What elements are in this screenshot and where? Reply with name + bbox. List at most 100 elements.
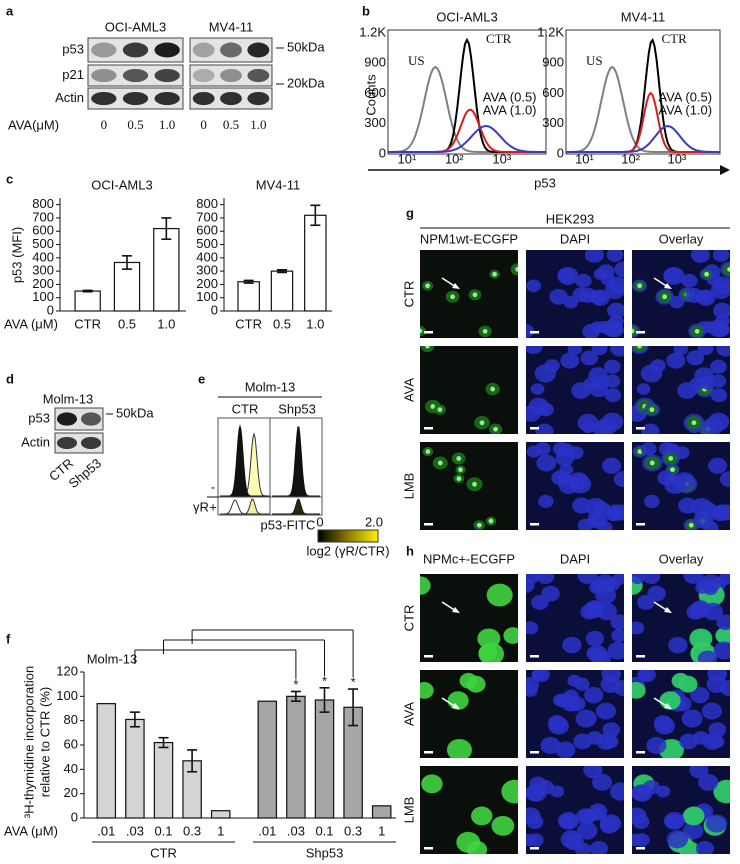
curve-label: CTR <box>661 31 687 46</box>
y-tick-label: 300 <box>32 263 54 278</box>
nucleus <box>602 457 622 474</box>
x-tick-label: .01 <box>258 823 276 838</box>
chart-title: MV4-11 <box>256 177 301 192</box>
x-tick-label: .01 <box>97 823 115 838</box>
nucleus <box>640 364 663 383</box>
x-tick-label: CTR <box>74 316 101 331</box>
nucleus <box>606 250 624 262</box>
blot-band <box>220 68 242 83</box>
nucleus <box>642 574 661 585</box>
nucleus <box>537 402 554 417</box>
nucleus <box>583 377 598 390</box>
significance-mark: * <box>293 677 298 692</box>
nucleus <box>589 840 609 854</box>
gfp-nucleus <box>420 346 435 353</box>
micrograph <box>526 766 624 854</box>
blot-band <box>154 42 180 58</box>
blot-band <box>81 412 101 426</box>
nucleus <box>706 675 727 693</box>
dose-label: 0.5 <box>223 117 239 132</box>
column-label: NPMc+-ECGFP <box>423 551 515 566</box>
gfp-nucleus <box>420 325 426 337</box>
blot-row-label: p21 <box>62 67 84 82</box>
blot-band <box>91 68 117 83</box>
gfp-spot <box>490 386 496 392</box>
histogram <box>220 498 270 515</box>
image-background <box>420 346 518 434</box>
nucleus <box>540 736 561 755</box>
size-marker: 50kDa <box>116 405 154 420</box>
row-label: LMB <box>401 797 416 824</box>
gfp-spot <box>649 460 655 466</box>
nucleus <box>646 736 667 755</box>
plot-title: OCI-AML3 <box>436 9 497 24</box>
column-label: Overlay <box>659 551 704 566</box>
column-label: DAPI <box>560 551 590 566</box>
gfp-spot <box>492 271 497 277</box>
gfp-nucleus <box>510 263 518 276</box>
blot-band <box>220 42 242 58</box>
nucleus <box>713 641 730 660</box>
scale-bar <box>636 655 645 658</box>
nucleus <box>536 574 555 585</box>
blot-row-label: p53 <box>28 410 50 425</box>
nucleus <box>530 383 545 395</box>
micrograph <box>526 346 624 434</box>
nucleus <box>532 670 550 683</box>
axis-title: AVA (μM) <box>4 316 58 331</box>
gfp-spot <box>632 328 635 334</box>
x-tick-label: 1 <box>378 823 385 838</box>
nucleus <box>536 454 557 472</box>
gfp-spot <box>437 460 443 466</box>
gfp-spot <box>668 456 674 461</box>
error-bar <box>290 690 301 703</box>
x-tick-label: 0.5 <box>118 316 136 331</box>
bar <box>270 270 294 312</box>
scale-bar <box>530 331 539 334</box>
nucleus <box>593 268 608 281</box>
y-tick-label: 900 <box>542 55 564 70</box>
size-marker: 20kDa <box>287 75 325 90</box>
gfp-cell <box>420 576 431 595</box>
gfp-spot <box>456 476 462 482</box>
gfp-cell <box>632 682 646 699</box>
y-tick-label: 20 <box>64 785 78 800</box>
nucleus <box>663 267 681 283</box>
arrow-head <box>720 165 730 175</box>
scale-bar <box>424 655 433 658</box>
blot-band <box>247 42 270 58</box>
scale-bar <box>424 331 433 334</box>
significance-mark: * <box>351 674 356 689</box>
chart-title: OCI-AML3 <box>91 177 152 192</box>
blot-band <box>122 68 149 83</box>
error-bar <box>187 749 198 773</box>
nucleus <box>586 731 603 745</box>
bar <box>237 281 260 312</box>
nucleus <box>719 471 730 488</box>
gfp-spot <box>637 283 643 289</box>
nucleus <box>664 815 679 828</box>
gfp-cell <box>420 682 434 699</box>
row-title: γR <box>193 499 209 514</box>
y-tick-label: 300 <box>196 263 218 278</box>
bar <box>286 695 306 819</box>
nucleus <box>526 807 541 825</box>
column-label: Shp53 <box>278 401 316 416</box>
gfp-spot <box>450 294 455 300</box>
axis-title: p53 (MFI) <box>9 227 24 283</box>
curve-label: AVA (0.5) <box>658 89 712 104</box>
gfp-spot <box>704 271 709 277</box>
nucleus <box>644 494 660 509</box>
nucleus <box>595 702 616 720</box>
error-bar <box>277 268 287 274</box>
nucleus <box>584 497 607 516</box>
gfp-spot <box>482 328 488 334</box>
color-scale <box>317 529 379 543</box>
column-label: CTR <box>232 401 259 416</box>
nucleus <box>668 636 688 654</box>
dose-label: 0 <box>101 117 108 132</box>
nucleus <box>534 442 551 456</box>
y-tick-label: 200 <box>32 276 54 291</box>
micrograph <box>632 250 730 338</box>
gfp-cell <box>486 583 513 607</box>
